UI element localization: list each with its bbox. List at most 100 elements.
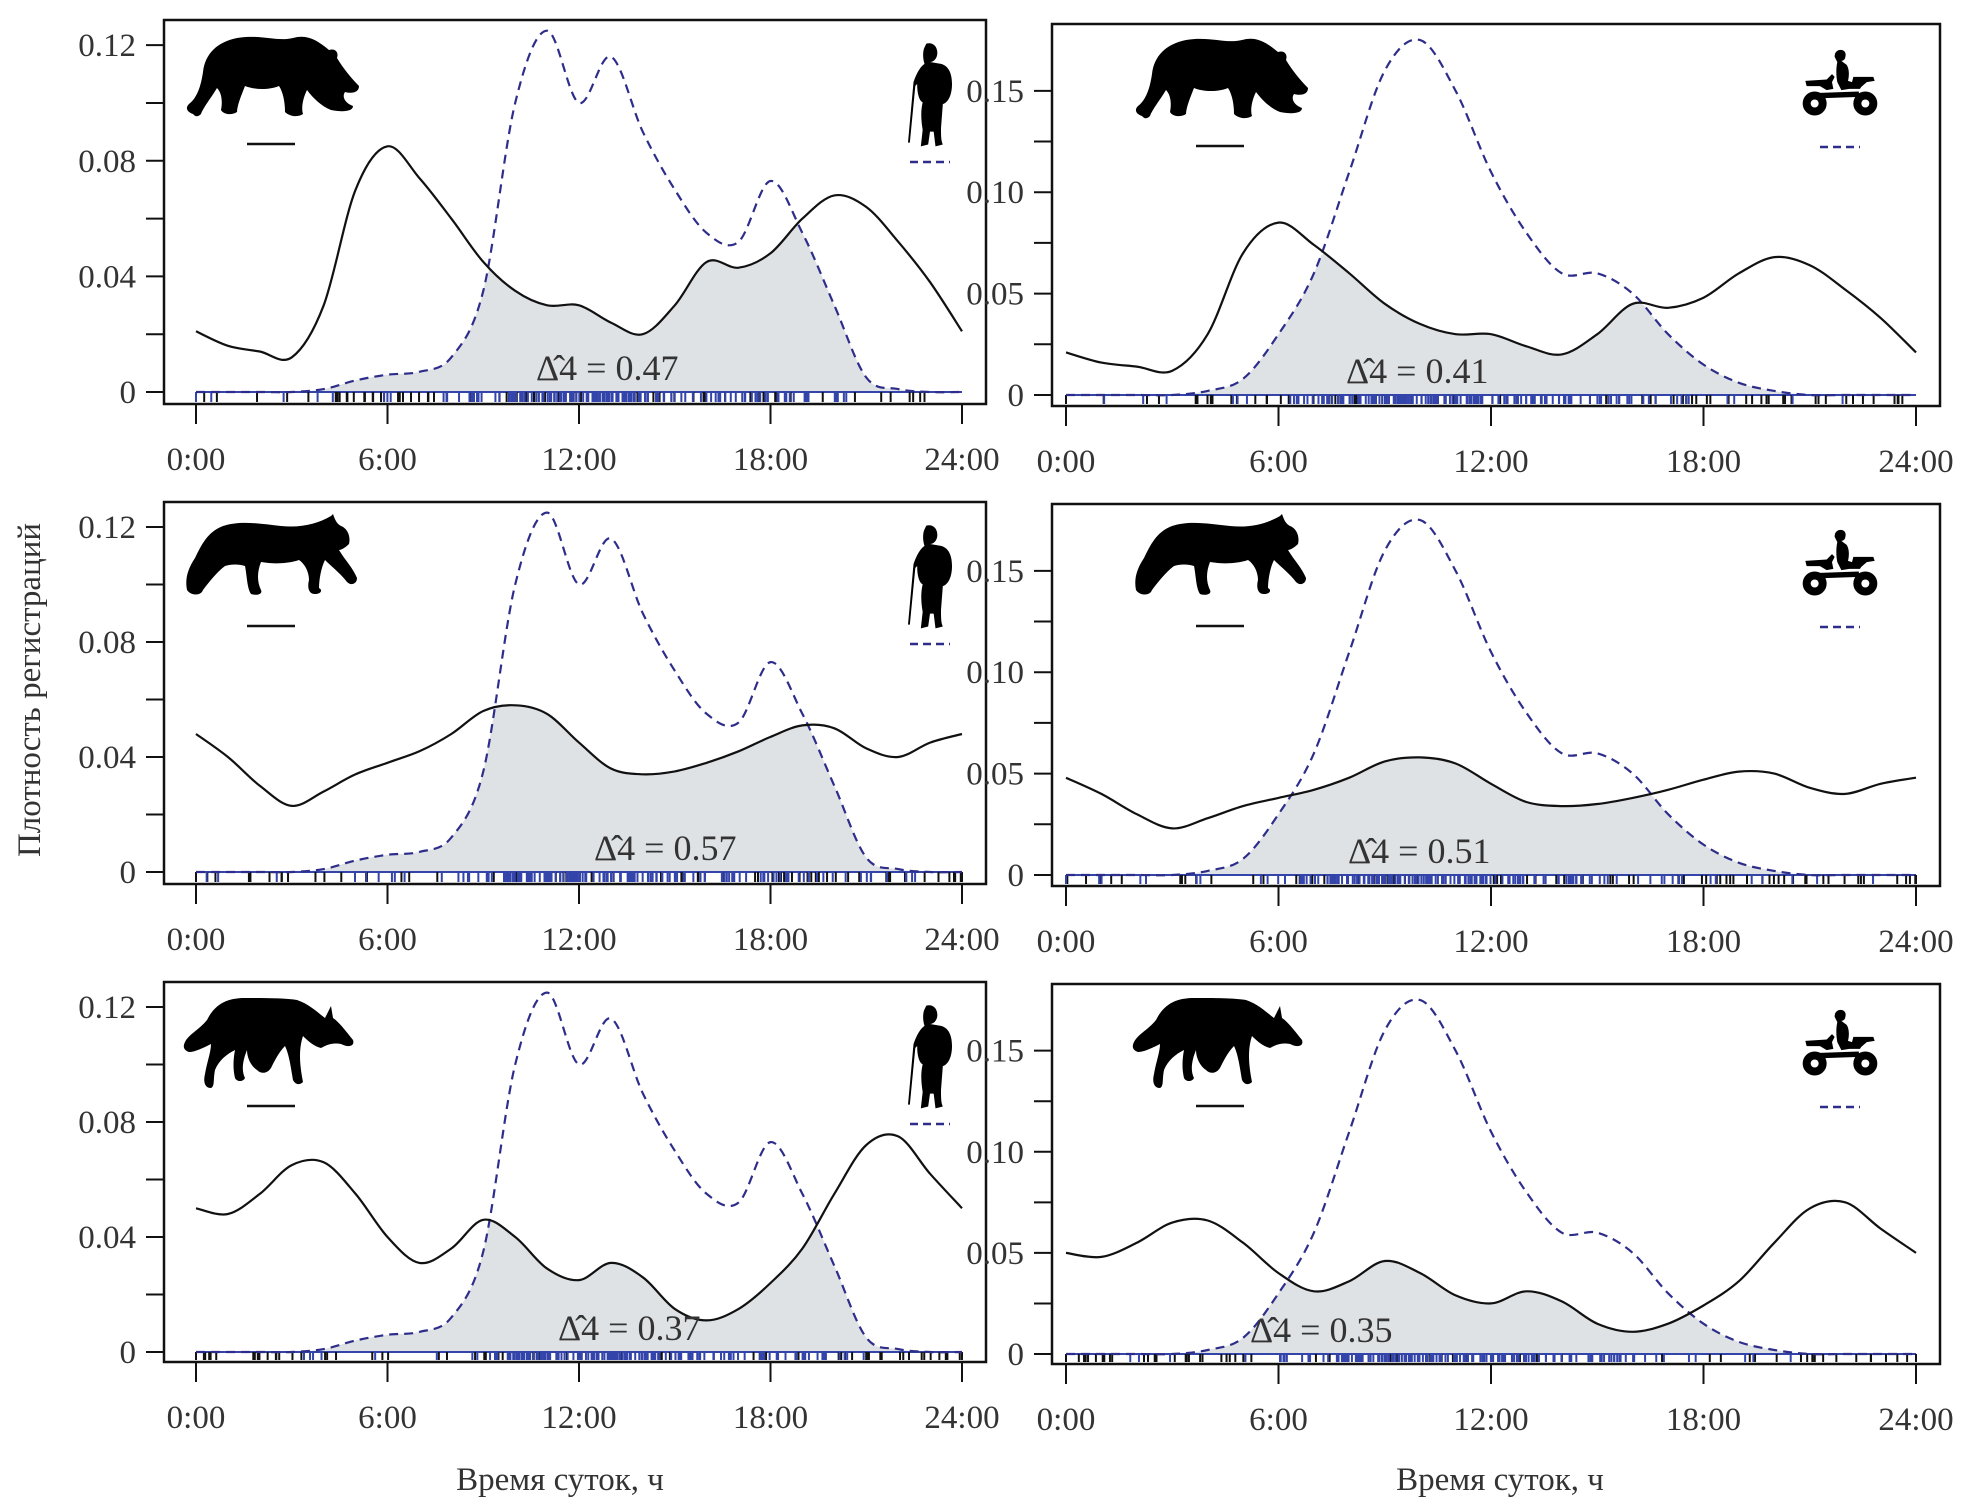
plot-frame	[1050, 502, 1942, 888]
x-tick-label: 6:00	[1249, 924, 1308, 960]
panel-bear-hikers: 0 0.04 0.08 0.12 0:00 6:00 12:00 18:00 24:00 Δ̂4 …	[78, 18, 1000, 478]
human-activity-curve	[1065, 38, 1916, 397]
y-tick-label: 0.10	[966, 175, 1024, 211]
x-tick-label: 6:00	[358, 442, 417, 478]
overlap-area	[196, 1220, 962, 1352]
overlap-area	[1066, 757, 1916, 875]
overlap-area	[196, 225, 962, 392]
x-tick-label: 6:00	[358, 922, 417, 958]
x-tick-label: 0:00	[167, 442, 226, 478]
x-tick-label: 0:00	[1037, 924, 1096, 960]
overlap-area	[196, 705, 962, 872]
y-tick-label: 0.04	[78, 740, 136, 776]
bear-icon	[1135, 38, 1308, 119]
y-tick-label: 0.05	[966, 1236, 1024, 1272]
overlap-coefficient-label: Δ̂4 = 0.57	[594, 828, 736, 868]
plot-frame	[1050, 22, 1942, 408]
hiker-icon	[908, 525, 952, 629]
x-tick-label: 24:00	[924, 922, 999, 958]
x-tick-label: 12:00	[541, 922, 616, 958]
panel-bear-atv: 0 0.05 0.10 0.15 0:00 6:00 12:00 18:00 24:00 Δ̂4 …	[966, 22, 1954, 480]
panel-wolf-hikers: 0 0.04 0.08 0.12 0:00 6:00 12:00 18:00 24:00 Δ̂4 …	[78, 980, 1000, 1436]
y-tick-label: 0.05	[966, 757, 1024, 793]
animal-activity-curve	[195, 145, 963, 362]
x-axis-title-right: Время суток, ч	[1396, 1462, 1604, 1498]
lynx-icon	[186, 514, 357, 595]
y-tick-label: 0	[1008, 858, 1025, 894]
rug-marks	[195, 1351, 963, 1360]
x-tick-label: 0:00	[167, 922, 226, 958]
wolf-icon	[1132, 998, 1303, 1088]
y-tick-label: 0.04	[78, 259, 136, 295]
x-tick-label: 6:00	[1249, 1402, 1308, 1438]
overlap-coefficient-label: Δ̂4 = 0.47	[536, 348, 678, 388]
animal-activity-curve	[1065, 1199, 1917, 1333]
human-activity-curve	[196, 29, 963, 394]
atv-icon	[1802, 1009, 1878, 1076]
overlap-coefficient-label: Δ̂4 = 0.41	[1346, 351, 1488, 391]
rug-marks	[1065, 874, 1917, 884]
y-tick-label: 0.12	[78, 990, 136, 1026]
x-tick-label: 12:00	[541, 442, 616, 478]
x-tick-label: 24:00	[1878, 444, 1953, 480]
x-tick-label: 18:00	[733, 922, 808, 958]
y-tick-label: 0	[120, 1335, 137, 1371]
human-activity-curve	[1066, 518, 1916, 877]
y-axis-title: Плотность регистраций	[12, 523, 48, 857]
plot-frame	[162, 980, 988, 1364]
y-tick-label: 0.10	[966, 655, 1024, 691]
y-tick-label: 0.15	[966, 554, 1024, 590]
y-tick-label: 0	[1008, 1337, 1025, 1373]
plot-frame	[162, 18, 988, 406]
animal-activity-curve	[195, 704, 963, 808]
overlap-area	[1066, 253, 1916, 395]
x-tick-label: 18:00	[1666, 1402, 1741, 1438]
x-tick-label: 18:00	[733, 442, 808, 478]
lynx-icon	[1135, 514, 1306, 595]
x-tick-label: 24:00	[924, 442, 999, 478]
bear-icon	[186, 36, 359, 117]
panel-lynx-atv: 0 0.05 0.10 0.15 0:00 6:00 12:00 18:00 24:00 Δ̂4 …	[966, 502, 1954, 960]
human-activity-curve	[196, 511, 963, 874]
animal-activity-curve	[1065, 221, 1917, 374]
y-tick-label: 0.12	[78, 510, 136, 546]
y-tick-label: 0.10	[966, 1135, 1024, 1171]
x-tick-label: 18:00	[733, 1400, 808, 1436]
x-tick-label: 18:00	[1666, 444, 1741, 480]
overlap-coefficient-label: Δ̂4 = 0.35	[1250, 1310, 1392, 1350]
human-activity-curve	[1066, 998, 1916, 1356]
y-tick-label: 0.05	[966, 277, 1024, 313]
y-tick-label: 0.04	[78, 1220, 136, 1256]
y-tick-label: 0.08	[78, 625, 136, 661]
x-tick-label: 24:00	[1878, 924, 1953, 960]
hiker-icon	[908, 1005, 952, 1109]
x-tick-label: 0:00	[1037, 1402, 1096, 1438]
y-tick-label: 0.15	[966, 74, 1024, 110]
x-tick-label: 24:00	[924, 1400, 999, 1436]
rug-marks	[195, 391, 962, 402]
y-tick-label: 0.08	[78, 144, 136, 180]
rug-marks	[1065, 394, 1916, 404]
panel-wolf-atv: 0 0.05 0.10 0.15 0:00 6:00 12:00 18:00 24:00 Δ̂4 …	[966, 982, 1954, 1438]
x-tick-label: 6:00	[358, 1400, 417, 1436]
atv-icon	[1802, 49, 1878, 116]
atv-icon	[1802, 529, 1878, 596]
overlap-coefficient-label: Δ̂4 = 0.51	[1348, 831, 1490, 871]
x-tick-label: 18:00	[1666, 924, 1741, 960]
y-tick-label: 0	[1008, 378, 1025, 414]
human-activity-curve	[195, 991, 963, 1354]
y-tick-label: 0	[120, 375, 137, 411]
y-tick-label: 0.15	[966, 1034, 1024, 1070]
x-tick-label: 0:00	[167, 1400, 226, 1436]
x-tick-label: 24:00	[1878, 1402, 1953, 1438]
x-tick-label: 6:00	[1249, 444, 1308, 480]
overlap-area	[1066, 1260, 1916, 1354]
plot-frame	[1050, 982, 1942, 1366]
animal-activity-curve	[1065, 756, 1917, 830]
x-tick-label: 12:00	[1453, 1402, 1528, 1438]
x-tick-label: 12:00	[541, 1400, 616, 1436]
wolf-icon	[183, 998, 354, 1088]
rug-marks	[1065, 1353, 1917, 1362]
y-tick-label: 0.12	[78, 28, 136, 64]
